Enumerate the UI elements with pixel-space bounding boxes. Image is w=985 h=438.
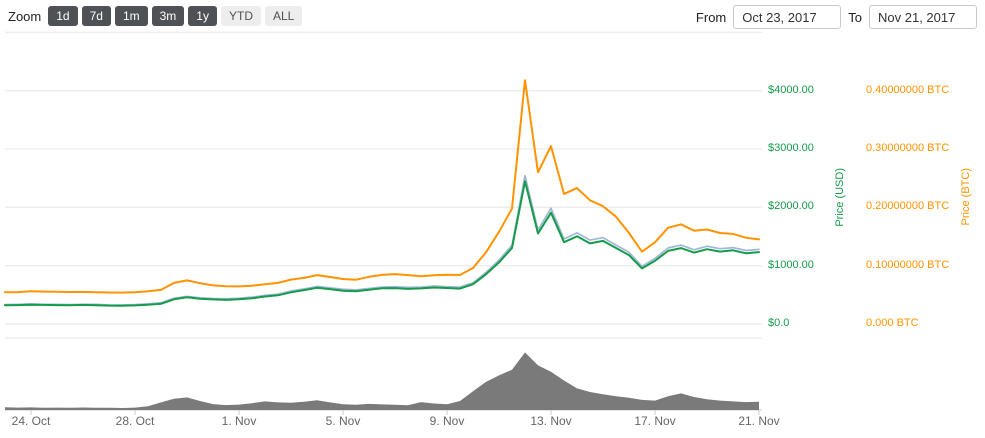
- zoom-button-ytd[interactable]: YTD: [220, 6, 261, 26]
- zoom-button-3m[interactable]: 3m: [151, 6, 185, 26]
- zoom-button-1d[interactable]: 1d: [48, 6, 78, 26]
- zoom-button-7d[interactable]: 7d: [81, 6, 111, 26]
- zoom-button-group: Zoom 1d 7d 1m 3m 1y YTD ALL: [8, 6, 306, 26]
- zoom-button-1y[interactable]: 1y: [188, 6, 217, 26]
- market-cap-line: [4, 174, 760, 306]
- price-usd-line: [4, 180, 760, 307]
- zoom-buttons: 1d 7d 1m 3m 1y YTD ALL: [48, 6, 306, 26]
- zoom-label: Zoom: [8, 8, 42, 24]
- from-date-input[interactable]: [733, 5, 842, 29]
- to-date-input[interactable]: [869, 5, 977, 29]
- volume-area: [5, 352, 759, 410]
- zoom-button-1m[interactable]: 1m: [114, 6, 148, 26]
- zoom-button-all[interactable]: ALL: [264, 6, 303, 26]
- price-btc-line: [4, 79, 760, 294]
- date-range-group: From To: [696, 5, 977, 29]
- from-label: From: [695, 9, 727, 25]
- to-label: To: [848, 9, 862, 25]
